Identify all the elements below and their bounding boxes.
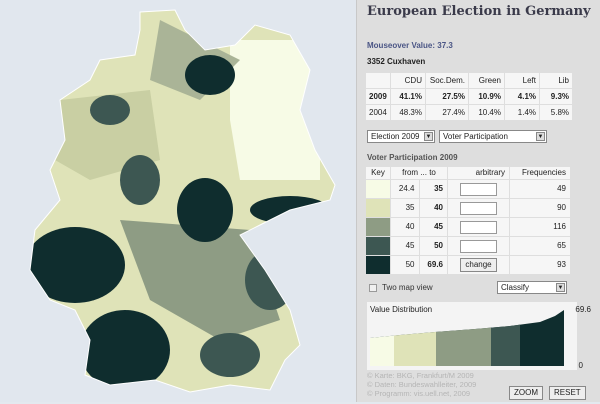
arbitrary-input[interactable] [460, 182, 497, 196]
header-cell [366, 73, 390, 88]
header-cell: Soc.Dem. [426, 73, 468, 88]
frequency: 116 [510, 218, 570, 236]
frequency: 90 [510, 199, 570, 217]
cell: 4.1% [505, 89, 539, 104]
cell: 2004 [366, 105, 390, 120]
cell: 1.4% [505, 105, 539, 120]
header-cell: Lib [540, 73, 572, 88]
metric-select[interactable]: Voter Participation ▼ [439, 130, 547, 143]
header-cell: from ... to [391, 167, 447, 179]
credit-line: © Daten: Bundeswahlleiter, 2009 [367, 380, 477, 389]
classify-value: Classify [501, 283, 530, 292]
table-row: 2009 41.1% 27.5% 10.9% 4.1% 9.3% [366, 89, 572, 104]
election-select-value: Election 2009 [371, 132, 420, 141]
classify-select[interactable]: Classify ▼ [497, 281, 567, 294]
legend-row: 40 45 116 [366, 218, 570, 236]
chevron-down-icon: ▼ [424, 132, 433, 141]
header-cell: Green [469, 73, 504, 88]
to-value: 45 [419, 218, 447, 236]
cell: 9.3% [540, 89, 572, 104]
to-value: 40 [419, 199, 447, 217]
frequency: 93 [510, 256, 570, 274]
legend-row: 45 50 65 [366, 237, 570, 255]
cell: 48.3% [391, 105, 425, 120]
change-button[interactable]: change [460, 258, 497, 272]
cell: 10.4% [469, 105, 504, 120]
two-map-view-checkbox[interactable]: Two map view [369, 283, 433, 293]
legend-row: 50 69.6 change 93 [366, 256, 570, 274]
frequency: 65 [510, 237, 570, 255]
from-value: 35 [391, 199, 419, 217]
chevron-down-icon: ▼ [556, 283, 565, 292]
legend-row: 24.4 35 49 [366, 180, 570, 198]
mouseover-value: Mouseover Value: 37.3 [367, 41, 453, 50]
value-distribution-chart: Value Distribution 69.6 0 [367, 302, 591, 370]
key-swatch [366, 218, 390, 236]
control-panel: European Election in Germany Mouseover V… [356, 0, 600, 402]
arbitrary-input[interactable] [460, 220, 497, 234]
legend-table: Key from ... to arbitrary Frequencies 24.4 3… [365, 166, 571, 275]
key-swatch [366, 256, 390, 274]
cell: 10.9% [469, 89, 504, 104]
checkbox-label: Two map view [382, 283, 433, 292]
from-value: 40 [391, 218, 419, 236]
distribution-title: Value Distribution [370, 305, 433, 314]
key-swatch [366, 199, 390, 217]
from-value: 50 [391, 256, 419, 274]
distribution-min: 0 [578, 361, 583, 370]
key-swatch [366, 180, 390, 198]
results-table: CDU Soc.Dem. Green Left Lib 2009 41.1% 27.5% 10… [365, 72, 573, 121]
legend-title: Voter Participation 2009 [367, 153, 458, 162]
chevron-down-icon: ▼ [536, 132, 545, 141]
from-value: 24.4 [391, 180, 419, 198]
legend-row: 35 40 90 [366, 199, 570, 217]
cell: 27.5% [426, 89, 468, 104]
page-title: European Election in Germany [367, 4, 591, 19]
credits: © Karte: BKG, Frankfurt/M 2009 © Daten: B… [367, 371, 476, 398]
from-value: 45 [391, 237, 419, 255]
credit-line: © Karte: BKG, Frankfurt/M 2009 [367, 371, 474, 380]
distribution-curve [370, 310, 564, 366]
header-cell: Frequencies [510, 167, 570, 179]
cell: 41.1% [391, 89, 425, 104]
metric-select-value: Voter Participation [443, 132, 508, 141]
credit-line: © Programm: vis.uell.net, 2009 [367, 389, 471, 398]
checkbox[interactable] [369, 284, 377, 292]
header-cell: Key [366, 167, 390, 179]
table-row: 2004 48.3% 27.4% 10.4% 1.4% 5.8% [366, 105, 572, 120]
germany-map[interactable] [0, 0, 356, 402]
distribution-max: 69.6 [575, 305, 591, 314]
election-select[interactable]: Election 2009 ▼ [367, 130, 435, 143]
district-name: 3352 Cuxhaven [367, 57, 426, 66]
cell: 5.8% [540, 105, 572, 120]
header-cell: CDU [391, 73, 425, 88]
header-cell: Left [505, 73, 539, 88]
arbitrary-input[interactable] [460, 239, 497, 253]
reset-button[interactable]: RESET [549, 386, 586, 400]
arbitrary-input[interactable] [460, 201, 497, 215]
frequency: 49 [510, 180, 570, 198]
to-value: 35 [419, 180, 447, 198]
key-swatch [366, 237, 390, 255]
to-value: 50 [419, 237, 447, 255]
to-value: 69.6 [419, 256, 447, 274]
cell: 27.4% [426, 105, 468, 120]
cell: 2009 [366, 89, 390, 104]
zoom-button[interactable]: ZOOM [509, 386, 543, 400]
header-cell: arbitrary [448, 167, 509, 179]
